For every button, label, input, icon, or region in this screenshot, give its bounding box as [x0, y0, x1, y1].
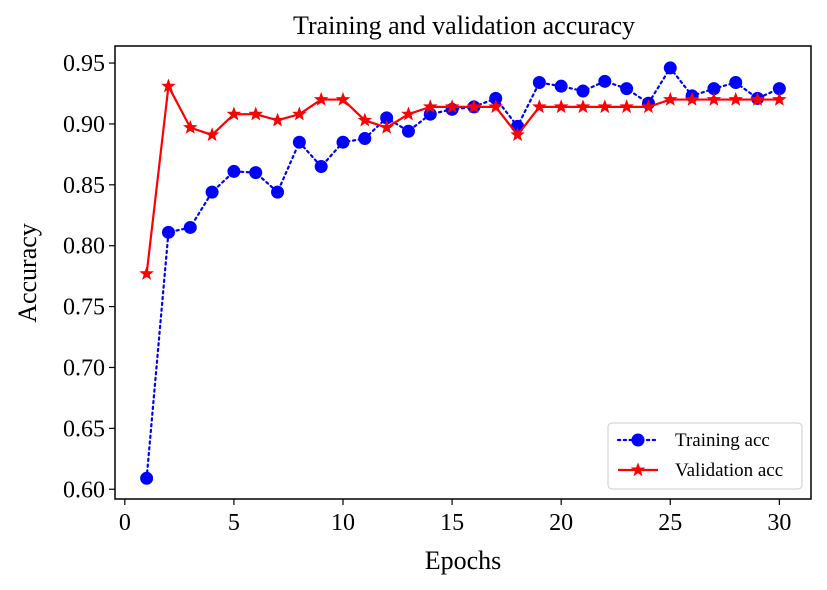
data-point-training-acc	[140, 471, 154, 485]
legend-frame	[607, 422, 803, 490]
data-point-training-acc	[205, 185, 219, 199]
data-point-validation-acc	[597, 99, 613, 114]
plot-frame	[114, 45, 812, 500]
data-point-validation-acc	[204, 127, 220, 142]
data-point-validation-acc	[772, 91, 787, 106]
legend-swatch-training-acc	[616, 433, 660, 447]
data-point-validation-acc	[401, 106, 416, 121]
legend: Training acc Validation acc	[607, 422, 803, 490]
data-point-validation-acc	[641, 99, 656, 114]
y-axis-label: Accuracy	[13, 223, 42, 323]
data-point-validation-acc	[619, 99, 634, 114]
x-tick-label: 10	[331, 510, 355, 536]
data-point-validation-acc	[139, 266, 154, 280]
x-tick-label: 5	[228, 510, 240, 536]
data-point-training-acc	[292, 135, 306, 149]
x-tick-label: 15	[440, 510, 464, 536]
data-point-validation-acc	[662, 91, 678, 106]
data-point-validation-acc	[379, 119, 394, 134]
y-tick-label: 0.65	[63, 416, 105, 442]
data-point-training-acc	[729, 76, 743, 90]
x-axis: 0 5 10 15 20 25 30	[119, 499, 791, 536]
data-point-validation-acc	[357, 112, 373, 127]
legend-swatch-validation-acc	[618, 462, 658, 477]
data-point-training-acc	[401, 124, 415, 138]
data-point-validation-acc	[292, 106, 307, 121]
data-point-training-acc	[598, 74, 612, 88]
data-point-training-acc	[314, 160, 328, 174]
legend-label-validation-acc: Validation acc	[675, 460, 783, 481]
y-tick-label: 0.80	[63, 234, 105, 260]
series-training-acc	[140, 61, 786, 485]
data-point-validation-acc	[532, 99, 547, 114]
data-point-training-acc	[249, 166, 263, 180]
data-point-validation-acc	[248, 106, 264, 121]
x-tick-label: 25	[658, 510, 682, 536]
data-point-training-acc	[161, 225, 175, 239]
series-line-validation-acc	[145, 85, 780, 274]
data-point-training-acc	[576, 84, 590, 98]
data-point-validation-acc	[161, 78, 176, 93]
data-point-training-acc	[358, 132, 372, 146]
data-point-training-acc	[663, 61, 677, 75]
series-line-training-acc	[145, 66, 781, 480]
data-point-training-acc	[620, 82, 634, 96]
data-point-validation-acc	[488, 99, 504, 114]
y-tick-label: 0.90	[63, 112, 105, 138]
legend-marker	[630, 462, 646, 477]
data-point-validation-acc	[444, 99, 460, 114]
x-tick-label: 0	[119, 510, 131, 536]
y-tick-label: 0.60	[63, 477, 105, 503]
data-point-training-acc	[336, 135, 350, 149]
data-point-validation-acc	[422, 99, 438, 114]
data-point-validation-acc	[553, 99, 569, 114]
x-axis-label: Epochs	[425, 546, 502, 575]
y-tick-label: 0.85	[63, 173, 105, 199]
data-point-validation-acc	[706, 91, 722, 106]
y-axis: 0.60 0.65 0.70 0.75 0.80 0.85 0.90 0.95	[63, 51, 115, 503]
data-point-training-acc	[227, 164, 241, 178]
data-point-validation-acc	[226, 106, 242, 121]
x-tick-label: 30	[767, 510, 791, 536]
data-point-training-acc	[554, 79, 568, 93]
legend-marker	[631, 433, 645, 447]
y-tick-label: 0.70	[63, 355, 105, 381]
data-point-validation-acc	[466, 99, 482, 114]
y-tick-label: 0.75	[63, 295, 105, 321]
data-point-validation-acc	[510, 127, 525, 142]
x-tick-label: 20	[549, 510, 573, 536]
data-point-validation-acc	[575, 99, 591, 114]
data-point-validation-acc	[750, 91, 765, 106]
y-tick-label: 0.95	[63, 51, 105, 77]
legend-label-training-acc: Training acc	[675, 430, 770, 451]
data-point-validation-acc	[182, 119, 198, 134]
plot-area	[139, 61, 787, 485]
data-point-training-acc	[271, 185, 285, 199]
data-point-validation-acc	[684, 91, 700, 106]
series-validation-acc	[139, 78, 787, 280]
data-point-validation-acc	[313, 91, 329, 106]
data-point-validation-acc	[728, 91, 744, 106]
data-point-training-acc	[532, 76, 546, 90]
data-point-validation-acc	[335, 91, 351, 106]
chart-title: Training and validation accuracy	[293, 11, 635, 40]
data-point-validation-acc	[270, 112, 285, 127]
data-point-training-acc	[183, 220, 197, 234]
